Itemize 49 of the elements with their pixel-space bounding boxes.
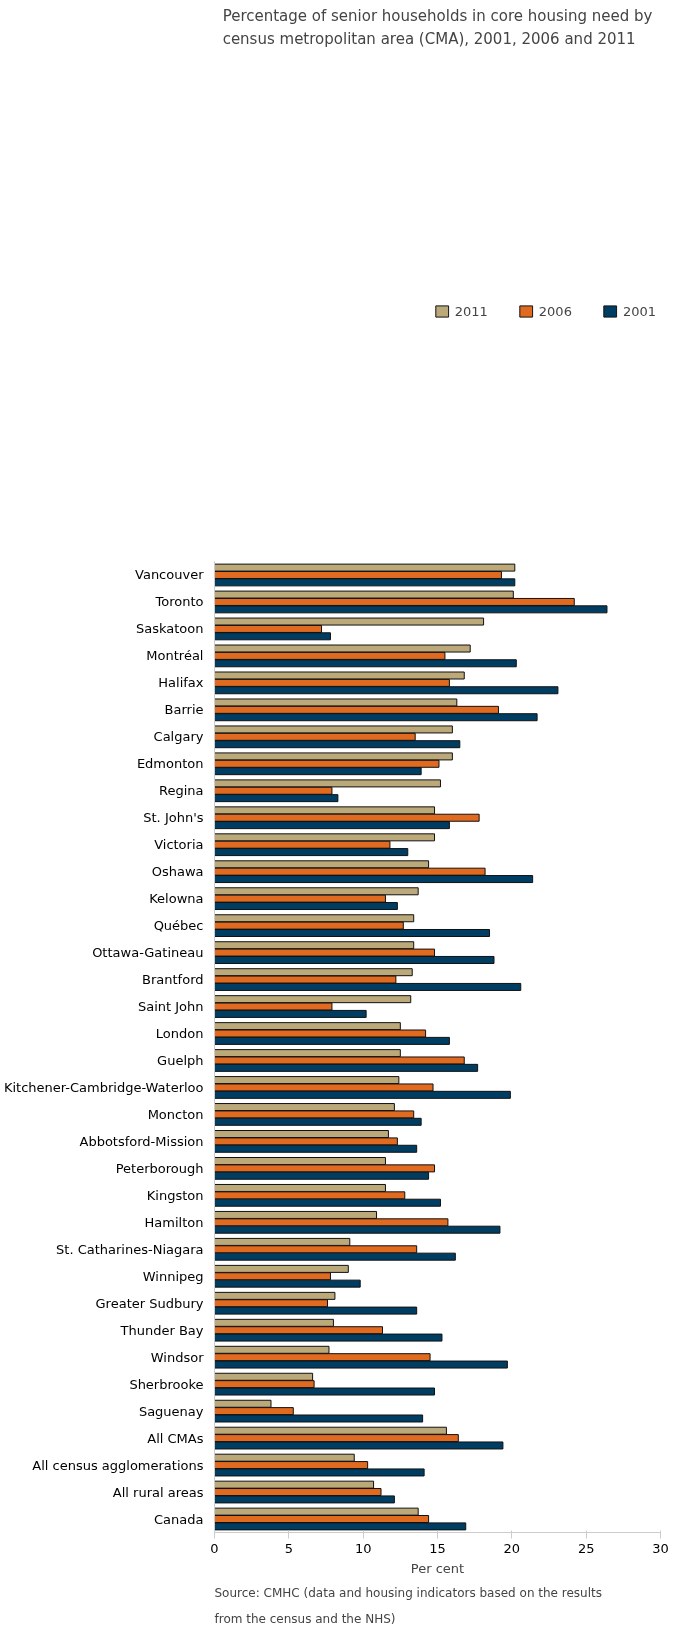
y-tick-label: All census agglomerations xyxy=(32,1457,204,1473)
y-tick-label: Canada xyxy=(154,1511,204,1527)
legend-label: 2011 xyxy=(454,303,488,319)
y-tick-label: St. John's xyxy=(143,810,204,826)
y-tick-label: Vancouver xyxy=(135,567,205,583)
y-tick-label: All rural areas xyxy=(112,1484,204,1500)
y-tick-label: London xyxy=(155,1026,204,1042)
y-tick-label: Hamilton xyxy=(144,1214,204,1230)
x-tick-label: 30 xyxy=(652,1540,669,1556)
y-tick-label: Thunder Bay xyxy=(119,1322,204,1338)
x-tick-label: 25 xyxy=(577,1540,595,1556)
y-tick-label: Moncton xyxy=(147,1106,204,1122)
y-tick-label: St. Catharines-Niagara xyxy=(56,1241,204,1257)
y-tick-label: Barrie xyxy=(164,702,204,718)
y-tick-label: Kelowna xyxy=(149,891,204,907)
chart-title: Percentage of senior households in core housing need by census metropolitan area (CMA), 2001, 2006 and 2011 xyxy=(222,7,653,49)
y-tick-label: Windsor xyxy=(150,1349,205,1365)
legend-label: 2001 xyxy=(622,303,656,319)
y-tick-label: Ottawa-Gatineau xyxy=(92,945,204,961)
y-tick-label: Sherbrooke xyxy=(129,1376,204,1392)
y-tick-label: Winnipeg xyxy=(142,1268,204,1284)
y-tick-label: Victoria xyxy=(154,837,204,853)
y-tick-label: Kingston xyxy=(146,1187,204,1203)
x-tick-label: 5 xyxy=(284,1540,293,1556)
x-tick-label: 0 xyxy=(210,1540,219,1556)
y-tick-label: Halifax xyxy=(158,675,204,691)
y-tick-label: Oshawa xyxy=(151,864,204,880)
y-tick-label: Kitchener-Cambridge-Waterloo xyxy=(3,1079,204,1095)
x-tick-label: 20 xyxy=(503,1540,521,1556)
legend-label: 2006 xyxy=(538,303,572,319)
y-tick-label: Abbotsford-Mission xyxy=(79,1133,204,1149)
x-tick-label: 15 xyxy=(429,1540,446,1556)
x-axis-title: Per cent xyxy=(410,1560,465,1576)
y-tick-label: Brantford xyxy=(142,972,204,988)
source-note: Source: CMHC (data and housing indicators based on the results from the census and the NHS) xyxy=(214,1585,603,1626)
y-tick-label: Québec xyxy=(153,918,204,934)
y-tick-label: Saint John xyxy=(137,999,204,1015)
y-tick-label: Montréal xyxy=(146,648,204,664)
y-tick-label: Saguenay xyxy=(138,1403,204,1419)
y-tick-label: Guelph xyxy=(157,1052,204,1068)
y-tick-label: Toronto xyxy=(154,594,204,610)
y-tick-label: Peterborough xyxy=(115,1160,204,1176)
y-tick-label: Regina xyxy=(158,783,204,799)
y-tick-label: Saskatoon xyxy=(136,621,204,637)
y-tick-label: Calgary xyxy=(153,729,204,745)
x-tick-label: 10 xyxy=(354,1540,372,1556)
y-tick-label: All CMAs xyxy=(147,1430,204,1446)
y-tick-label: Greater Sudbury xyxy=(95,1295,204,1311)
y-tick-label: Edmonton xyxy=(136,756,204,772)
